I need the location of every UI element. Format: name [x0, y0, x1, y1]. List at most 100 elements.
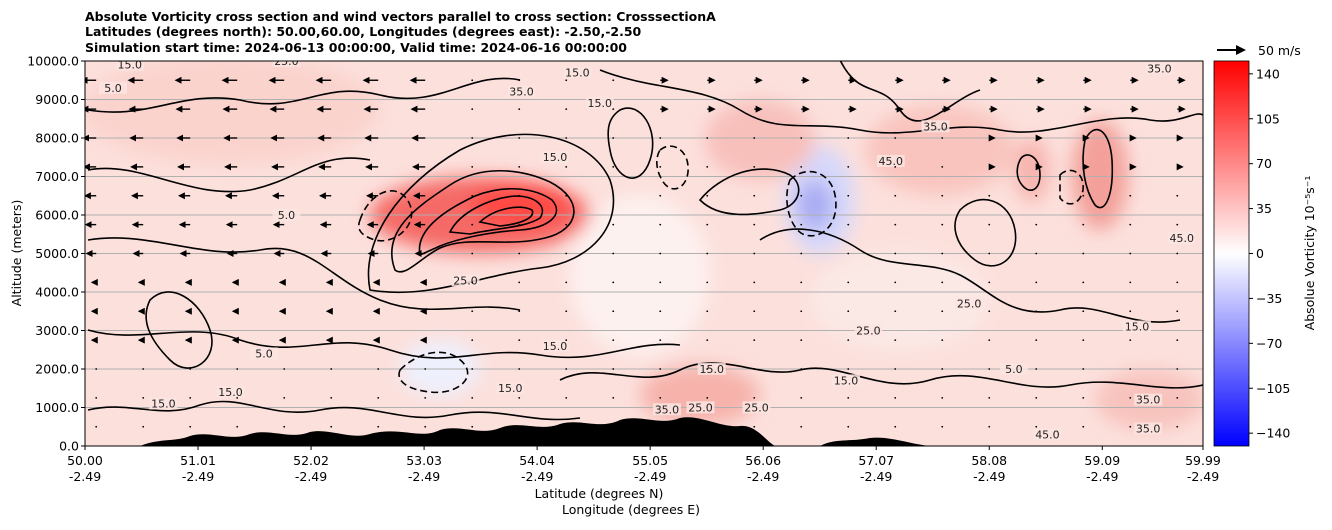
contour-label-bg — [1167, 231, 1196, 244]
wind-vector — [424, 396, 427, 399]
contour-label: 25.0 — [856, 324, 881, 337]
wind-vector — [847, 310, 850, 313]
contour-line — [698, 168, 800, 216]
wind-vector — [659, 339, 662, 342]
wind-vector — [518, 310, 521, 313]
wind-vector — [95, 396, 98, 399]
contour-line — [1082, 128, 1114, 209]
contour-label: 15.0 — [834, 374, 859, 387]
contour-label-bg — [955, 297, 984, 310]
wind-vector — [894, 252, 897, 255]
wind-vector — [706, 137, 709, 139]
wind-vector — [1082, 368, 1085, 370]
y-axis: 0.0 1000.0 2000.0 3000.0 4000.0 5000.0 6000.0 7… — [27, 54, 85, 454]
wind-vector — [753, 339, 756, 342]
wind-vector — [236, 425, 239, 428]
wind-vector — [471, 425, 474, 428]
wind-vector — [471, 108, 474, 111]
chart-title-line-2: Latitudes (degrees north): 50.00,60.00, … — [85, 24, 642, 39]
wind-vector — [753, 310, 756, 313]
y-tick-label: 2000.0 — [35, 362, 79, 377]
colorbar-gradient — [1213, 60, 1250, 447]
wind-vector — [1035, 252, 1038, 255]
x-tick-label-lat: 59.09 — [1084, 453, 1120, 468]
wind-vector — [988, 425, 991, 428]
x-tick-label-lon: -2.49 — [408, 469, 440, 484]
wind-vector — [706, 223, 709, 226]
contour-label: 45.0 — [1169, 232, 1194, 245]
contour-label-bg — [652, 403, 681, 416]
wind-vector — [659, 281, 662, 284]
contour-label: 35.0 — [1136, 394, 1161, 407]
contour-line — [418, 187, 558, 257]
wind-vector — [565, 396, 568, 399]
wind-vector — [330, 396, 333, 399]
colorbar-tick-label: −105 — [1256, 381, 1290, 396]
wind-vectors — [85, 76, 1186, 428]
x-tick-label-lon: -2.49 — [295, 469, 327, 484]
contour-line — [390, 170, 575, 273]
wind-vector — [471, 368, 474, 370]
wind-vector — [1082, 339, 1085, 342]
colorbar-tick-label: −35 — [1256, 291, 1282, 306]
x-tick-label-lon: -2.49 — [1187, 469, 1219, 484]
wind-vector — [894, 137, 897, 139]
colorbar-tick-label: 140 — [1256, 66, 1280, 81]
wind-vector — [1176, 252, 1179, 255]
y-tick-label: 5000.0 — [35, 246, 79, 261]
wind-vector — [847, 368, 850, 370]
wind-vector — [847, 252, 850, 255]
wind-vector — [95, 368, 98, 370]
contour-label-bg — [697, 362, 726, 375]
wind-vector — [706, 368, 709, 370]
wind-vector — [1082, 194, 1085, 197]
wind-vector — [565, 223, 568, 226]
wind-vector — [518, 368, 521, 370]
x-tick-label-lon: -2.49 — [634, 469, 666, 484]
contour-lines — [87, 61, 1203, 421]
contour-label: 45.0 — [879, 155, 904, 168]
wind-vector — [800, 310, 803, 313]
wind-vector — [988, 252, 991, 255]
contour-line — [87, 77, 521, 113]
contour-line — [145, 291, 213, 369]
vorticity-region-upper-left — [85, 61, 380, 165]
wind-vector — [565, 79, 568, 82]
x-tick-label-lat: 54.04 — [519, 453, 555, 468]
colorbar-label: Absolue Vorticity 10⁻⁵s⁻¹ — [1302, 176, 1317, 331]
wind-vector — [1176, 310, 1179, 313]
wind-vector — [941, 137, 944, 139]
wind-vector — [1129, 396, 1132, 399]
x-axis-label-longitude: Longitude (degrees E) — [562, 502, 700, 517]
wind-vector — [471, 281, 474, 284]
contour-label-bg — [832, 374, 861, 387]
contour-label-bg — [1134, 422, 1163, 435]
wind-vector — [612, 108, 615, 111]
contour-label: 5.0 — [1005, 363, 1023, 376]
wind-vector — [1176, 281, 1179, 284]
contour-label: 25.0 — [274, 55, 299, 68]
wind-vector — [1129, 252, 1132, 255]
y-tick-label: 3000.0 — [35, 323, 79, 338]
wind-vector — [753, 281, 756, 284]
wind-vector — [988, 223, 991, 226]
negative-contour-line — [786, 170, 837, 237]
chart-title-line-3: Simulation start time: 2024-06-13 00:00:… — [85, 40, 627, 55]
wind-vector — [988, 310, 991, 313]
wind-vector — [330, 425, 333, 428]
wind-vector — [1082, 281, 1085, 284]
contour-label: 15.0 — [1125, 321, 1150, 334]
wind-vector — [565, 137, 568, 139]
wind-vector — [283, 368, 286, 370]
contour-label-bg — [563, 66, 592, 79]
contour-label-bg — [541, 339, 570, 352]
wind-vector — [1129, 310, 1132, 313]
wind-vector — [941, 281, 944, 284]
wind-vector — [894, 165, 897, 168]
x-tick-label-lat: 50.00 — [67, 453, 103, 468]
wind-vector — [142, 368, 145, 370]
wind-vector — [894, 425, 897, 428]
contour-label-bg — [272, 208, 301, 221]
